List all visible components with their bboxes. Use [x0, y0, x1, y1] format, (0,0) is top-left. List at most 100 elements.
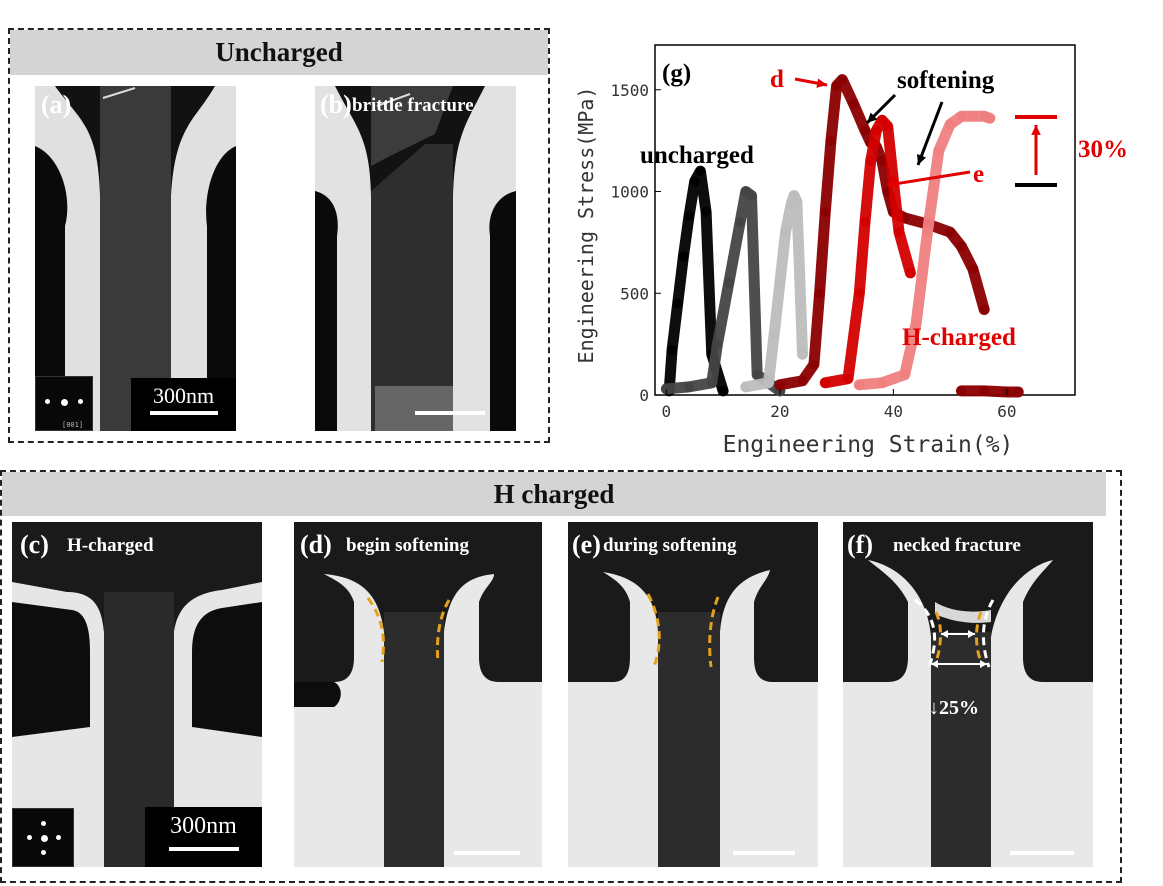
data-point: [808, 359, 819, 370]
stress-strain-chart: 0 20 40 60 0 500 1000 1500 Engineering Strain(%…: [574, 44, 1128, 458]
data-point: [820, 206, 831, 217]
data-point: [837, 74, 848, 85]
data-point: [911, 318, 922, 329]
y-tick-label: 1000: [610, 183, 649, 202]
panel-c-micrograph: (c) H-charged 300nm: [12, 522, 262, 867]
data-point: [780, 227, 791, 238]
chart-plot-area: [654, 44, 1076, 396]
panel-b-scale-bar: [415, 411, 485, 415]
panel-d-micrograph: (d) begin softening: [294, 522, 542, 867]
panel-b-caption: brittle fracture: [352, 95, 474, 116]
data-point: [894, 227, 905, 238]
annotation-softening: softening: [897, 67, 995, 94]
series-line-6: [955, 385, 1024, 398]
data-point: [791, 196, 802, 207]
data-point: [967, 263, 978, 274]
arrow-increase-head: [1031, 125, 1041, 135]
panel-e-specimen: [568, 522, 818, 867]
data-point: [860, 217, 870, 228]
h-charged-group: [0, 470, 1122, 883]
panel-b-micrograph: (b) brittle fracture: [315, 86, 516, 431]
series-line-0: [663, 165, 729, 397]
data-point: [984, 113, 995, 124]
panel-d-caption: begin softening: [346, 535, 469, 556]
data-point: [667, 345, 678, 356]
data-point: [979, 385, 990, 396]
data-point: [945, 119, 956, 130]
panel-c-diffraction-inset: [12, 808, 74, 867]
x-tick-label: 40: [884, 402, 903, 421]
data-point: [769, 328, 780, 339]
h-charged-group-title: H charged: [2, 472, 1106, 516]
chart-x-axis-label: Engineering Strain(%): [723, 432, 1014, 458]
x-tick-label: 0: [662, 402, 672, 421]
panel-c-scale-box: 300nm: [145, 807, 262, 867]
panel-f-reduction-label: ↓25%: [929, 697, 979, 719]
annotation-30-percent: 30%: [1078, 136, 1128, 163]
panel-a-scale-text: 300nm: [152, 383, 215, 408]
panel-e-micrograph: (e) during softening: [568, 522, 818, 867]
data-point: [718, 385, 729, 396]
panel-a-zone-axis: [001]: [62, 421, 84, 429]
panel-e-letter: (e): [572, 530, 601, 559]
data-point: [956, 111, 967, 122]
data-point: [712, 339, 723, 350]
panel-f-letter: (f): [847, 530, 873, 559]
panel-c-caption: H-charged: [67, 535, 154, 556]
annotation-d: d: [770, 66, 784, 93]
data-point: [752, 369, 763, 380]
series-line-1: [660, 186, 786, 397]
data-point: [814, 288, 825, 299]
uncharged-group-title: Uncharged: [10, 30, 548, 75]
panel-a-scale-box: 300nm: [131, 378, 236, 431]
panel-e-caption: during softening: [603, 535, 737, 556]
panel-e-scale-bar: [733, 851, 795, 855]
data-point: [774, 278, 785, 289]
panel-a-scale-bar: [150, 411, 218, 415]
data-point: [871, 125, 882, 136]
panel-c-scale-text: 300nm: [170, 813, 237, 839]
panel-d-scale-bar: [454, 851, 520, 855]
data-point: [706, 377, 717, 388]
data-point: [979, 304, 990, 315]
panel-b-specimen: [315, 86, 516, 431]
y-tick-label: 500: [620, 284, 649, 303]
x-tick-label: 60: [997, 402, 1016, 421]
panel-f-micrograph: (f) necked fracture ↓25%: [843, 522, 1093, 867]
arrow-e-head: [888, 178, 899, 189]
data-point: [689, 176, 700, 187]
arrow-softening-2-head: [917, 154, 926, 165]
panel-d-letter: (d): [300, 530, 332, 559]
data-point: [842, 373, 853, 384]
panel-f-caption: necked fracture: [893, 535, 1021, 556]
panel-a-diffraction-inset: [001]: [35, 376, 93, 431]
data-point: [967, 111, 978, 122]
data-point: [797, 349, 808, 360]
data-point: [933, 145, 944, 156]
y-tick-label: 0: [639, 386, 649, 405]
data-point: [763, 377, 774, 388]
panel-c-scale-bar: [169, 847, 239, 851]
data-point: [877, 155, 888, 166]
x-tick-label: 20: [770, 402, 789, 421]
data-point: [684, 210, 695, 221]
chart-panel-letter: (g): [662, 60, 691, 87]
y-tick-label: 1500: [610, 81, 649, 100]
panel-b-letter: (b): [320, 90, 352, 119]
data-point: [695, 166, 706, 177]
data-point: [678, 251, 689, 262]
data-point: [672, 298, 683, 309]
data-point: [1013, 386, 1024, 397]
annotation-e: e: [973, 161, 984, 188]
chart-axis-ticks: 0 20 40 60 0 500 1000 1500: [610, 81, 1016, 421]
data-point: [797, 375, 808, 386]
arrow-e: [887, 170, 971, 187]
panel-d-specimen: [294, 522, 542, 867]
data-point: [848, 99, 859, 110]
panel-a-specimen: [35, 86, 236, 431]
data-point: [956, 385, 967, 396]
arrow-softening-2: [916, 101, 944, 166]
data-point: [854, 288, 865, 299]
data-point: [945, 227, 956, 238]
annotation-uncharged: uncharged: [640, 142, 754, 169]
